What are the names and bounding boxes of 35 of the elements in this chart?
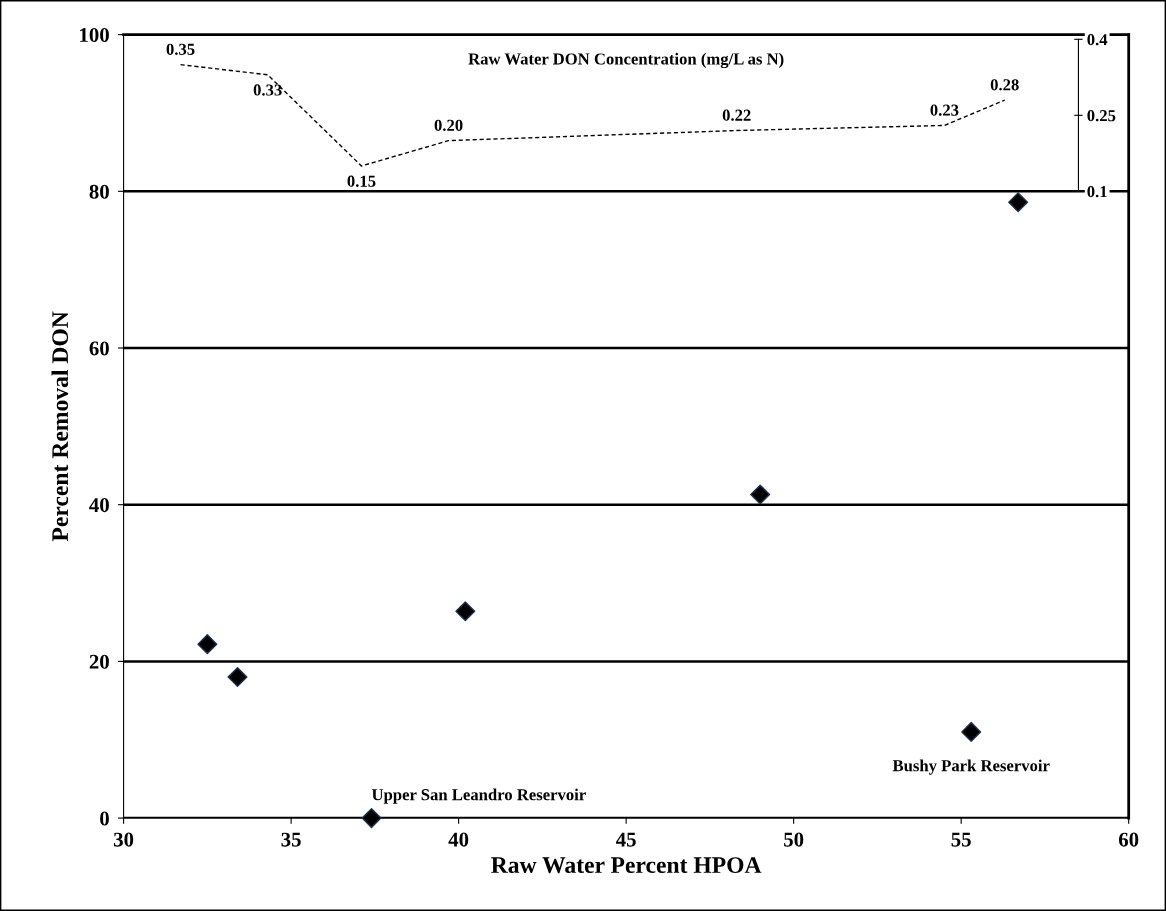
x-tick-label: 55 xyxy=(951,832,971,847)
y-tick-label: 80 xyxy=(89,184,109,199)
data-label: 0.20 xyxy=(434,119,463,131)
point xyxy=(361,808,382,829)
data-label: 0.15 xyxy=(347,175,376,187)
annotation: Bushy Park Reservoir xyxy=(892,759,1050,775)
data-label: 0.22 xyxy=(722,109,751,121)
point xyxy=(961,721,982,742)
point xyxy=(227,667,248,688)
text: Raw Water DON Concentration (mg/L as N) xyxy=(468,52,784,69)
x-axis-title: Raw Water Percent HPOA xyxy=(491,857,762,874)
x-tick-label: 40 xyxy=(448,832,469,847)
x-tick-label: 30 xyxy=(113,832,134,847)
y-tick-label: 40 xyxy=(89,498,109,513)
x-tick-label: 60 xyxy=(1118,832,1139,847)
y-tick-label: 0.4 xyxy=(1087,34,1108,46)
x-tick-label: 50 xyxy=(784,832,804,847)
x-tick-label: 45 xyxy=(616,832,636,847)
data-label: 0.35 xyxy=(166,43,195,56)
point xyxy=(750,484,771,505)
y-tick-label: 0.1 xyxy=(1087,186,1107,198)
data-label: 0.33 xyxy=(253,84,282,96)
y-tick-label: 0.25 xyxy=(1087,110,1116,122)
y-tick-label: 20 xyxy=(89,654,109,669)
point xyxy=(197,634,218,655)
y-tick-label: 0 xyxy=(100,811,109,826)
annotation: Upper San Leandro Reservoir xyxy=(371,788,586,804)
y-tick-label: 60 xyxy=(89,341,109,356)
y-axis-title: Percent Removal DON xyxy=(51,311,69,542)
point xyxy=(455,601,476,622)
x-tick-label: 35 xyxy=(281,832,301,847)
y-tick-label: 100 xyxy=(80,27,109,43)
data-label: 0.28 xyxy=(990,79,1019,91)
data-label: 0.23 xyxy=(930,104,959,116)
point xyxy=(1008,192,1029,213)
